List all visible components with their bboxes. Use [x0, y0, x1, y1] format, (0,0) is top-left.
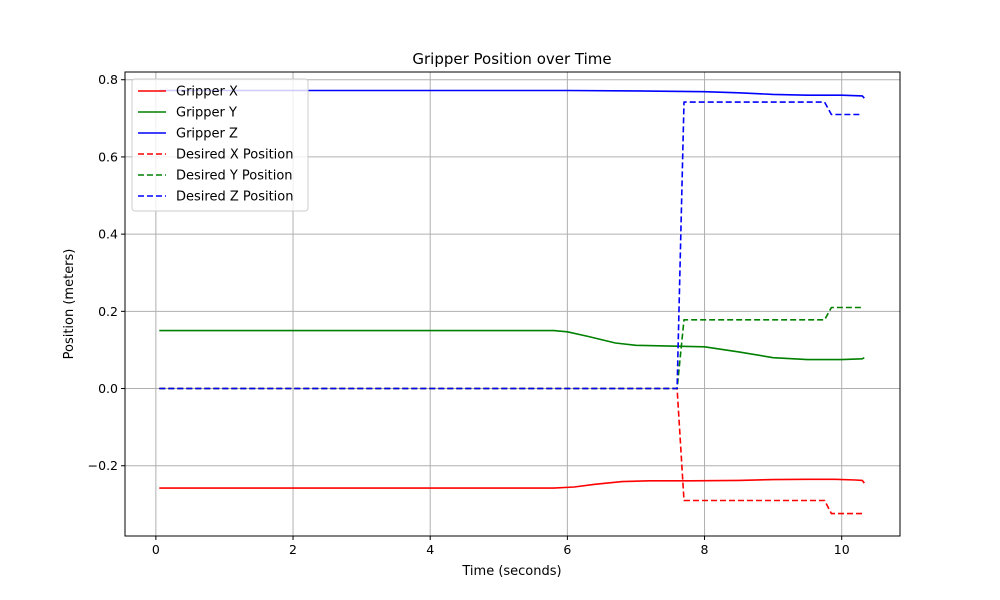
- legend-label: Gripper Z: [176, 127, 238, 142]
- y-tick-label: 0.4: [98, 227, 118, 242]
- plot-series: [159, 89, 865, 515]
- legend: Gripper X Gripper Y Gripper Z Desired X Pos…: [131, 78, 309, 212]
- y-tick-label: 0.2: [98, 304, 118, 319]
- series-line-desired-z-position: [159, 101, 863, 390]
- legend-box: [131, 78, 309, 212]
- y-tick-label: 0.6: [98, 149, 118, 164]
- y-tick-label: 0.8: [98, 72, 118, 87]
- legend-label: Gripper X: [176, 85, 238, 100]
- x-axis-label: Time (seconds): [461, 564, 561, 579]
- plot-frame: [124, 71, 901, 537]
- x-tick-label: 8: [701, 542, 709, 557]
- legend-label: Desired Z Position: [176, 190, 294, 205]
- series-line-gripper-y: [159, 329, 865, 361]
- axis-ticks: 0 2 4 6 8 10 −0.2 0.0 0.2 0.4 0.6 0.8: [88, 72, 850, 557]
- series-line-desired-y-position: [159, 306, 863, 390]
- x-tick-label: 2: [289, 542, 297, 557]
- legend-label: Gripper Y: [176, 106, 237, 121]
- chart-title: Gripper Position over Time: [412, 50, 611, 68]
- x-tick-label: 10: [834, 542, 850, 557]
- series-line-gripper-x: [159, 478, 865, 489]
- legend-label: Desired X Position: [176, 148, 294, 163]
- series-line-gripper-z: [159, 89, 865, 99]
- y-tick-label: 0.0: [98, 381, 118, 396]
- x-tick-label: 4: [426, 542, 434, 557]
- x-tick-label: 0: [152, 542, 160, 557]
- y-tick-label: −0.2: [88, 458, 118, 473]
- x-tick-label: 6: [563, 542, 571, 557]
- y-axis-label: Position (meters): [62, 249, 77, 360]
- legend-label: Desired Y Position: [176, 169, 293, 184]
